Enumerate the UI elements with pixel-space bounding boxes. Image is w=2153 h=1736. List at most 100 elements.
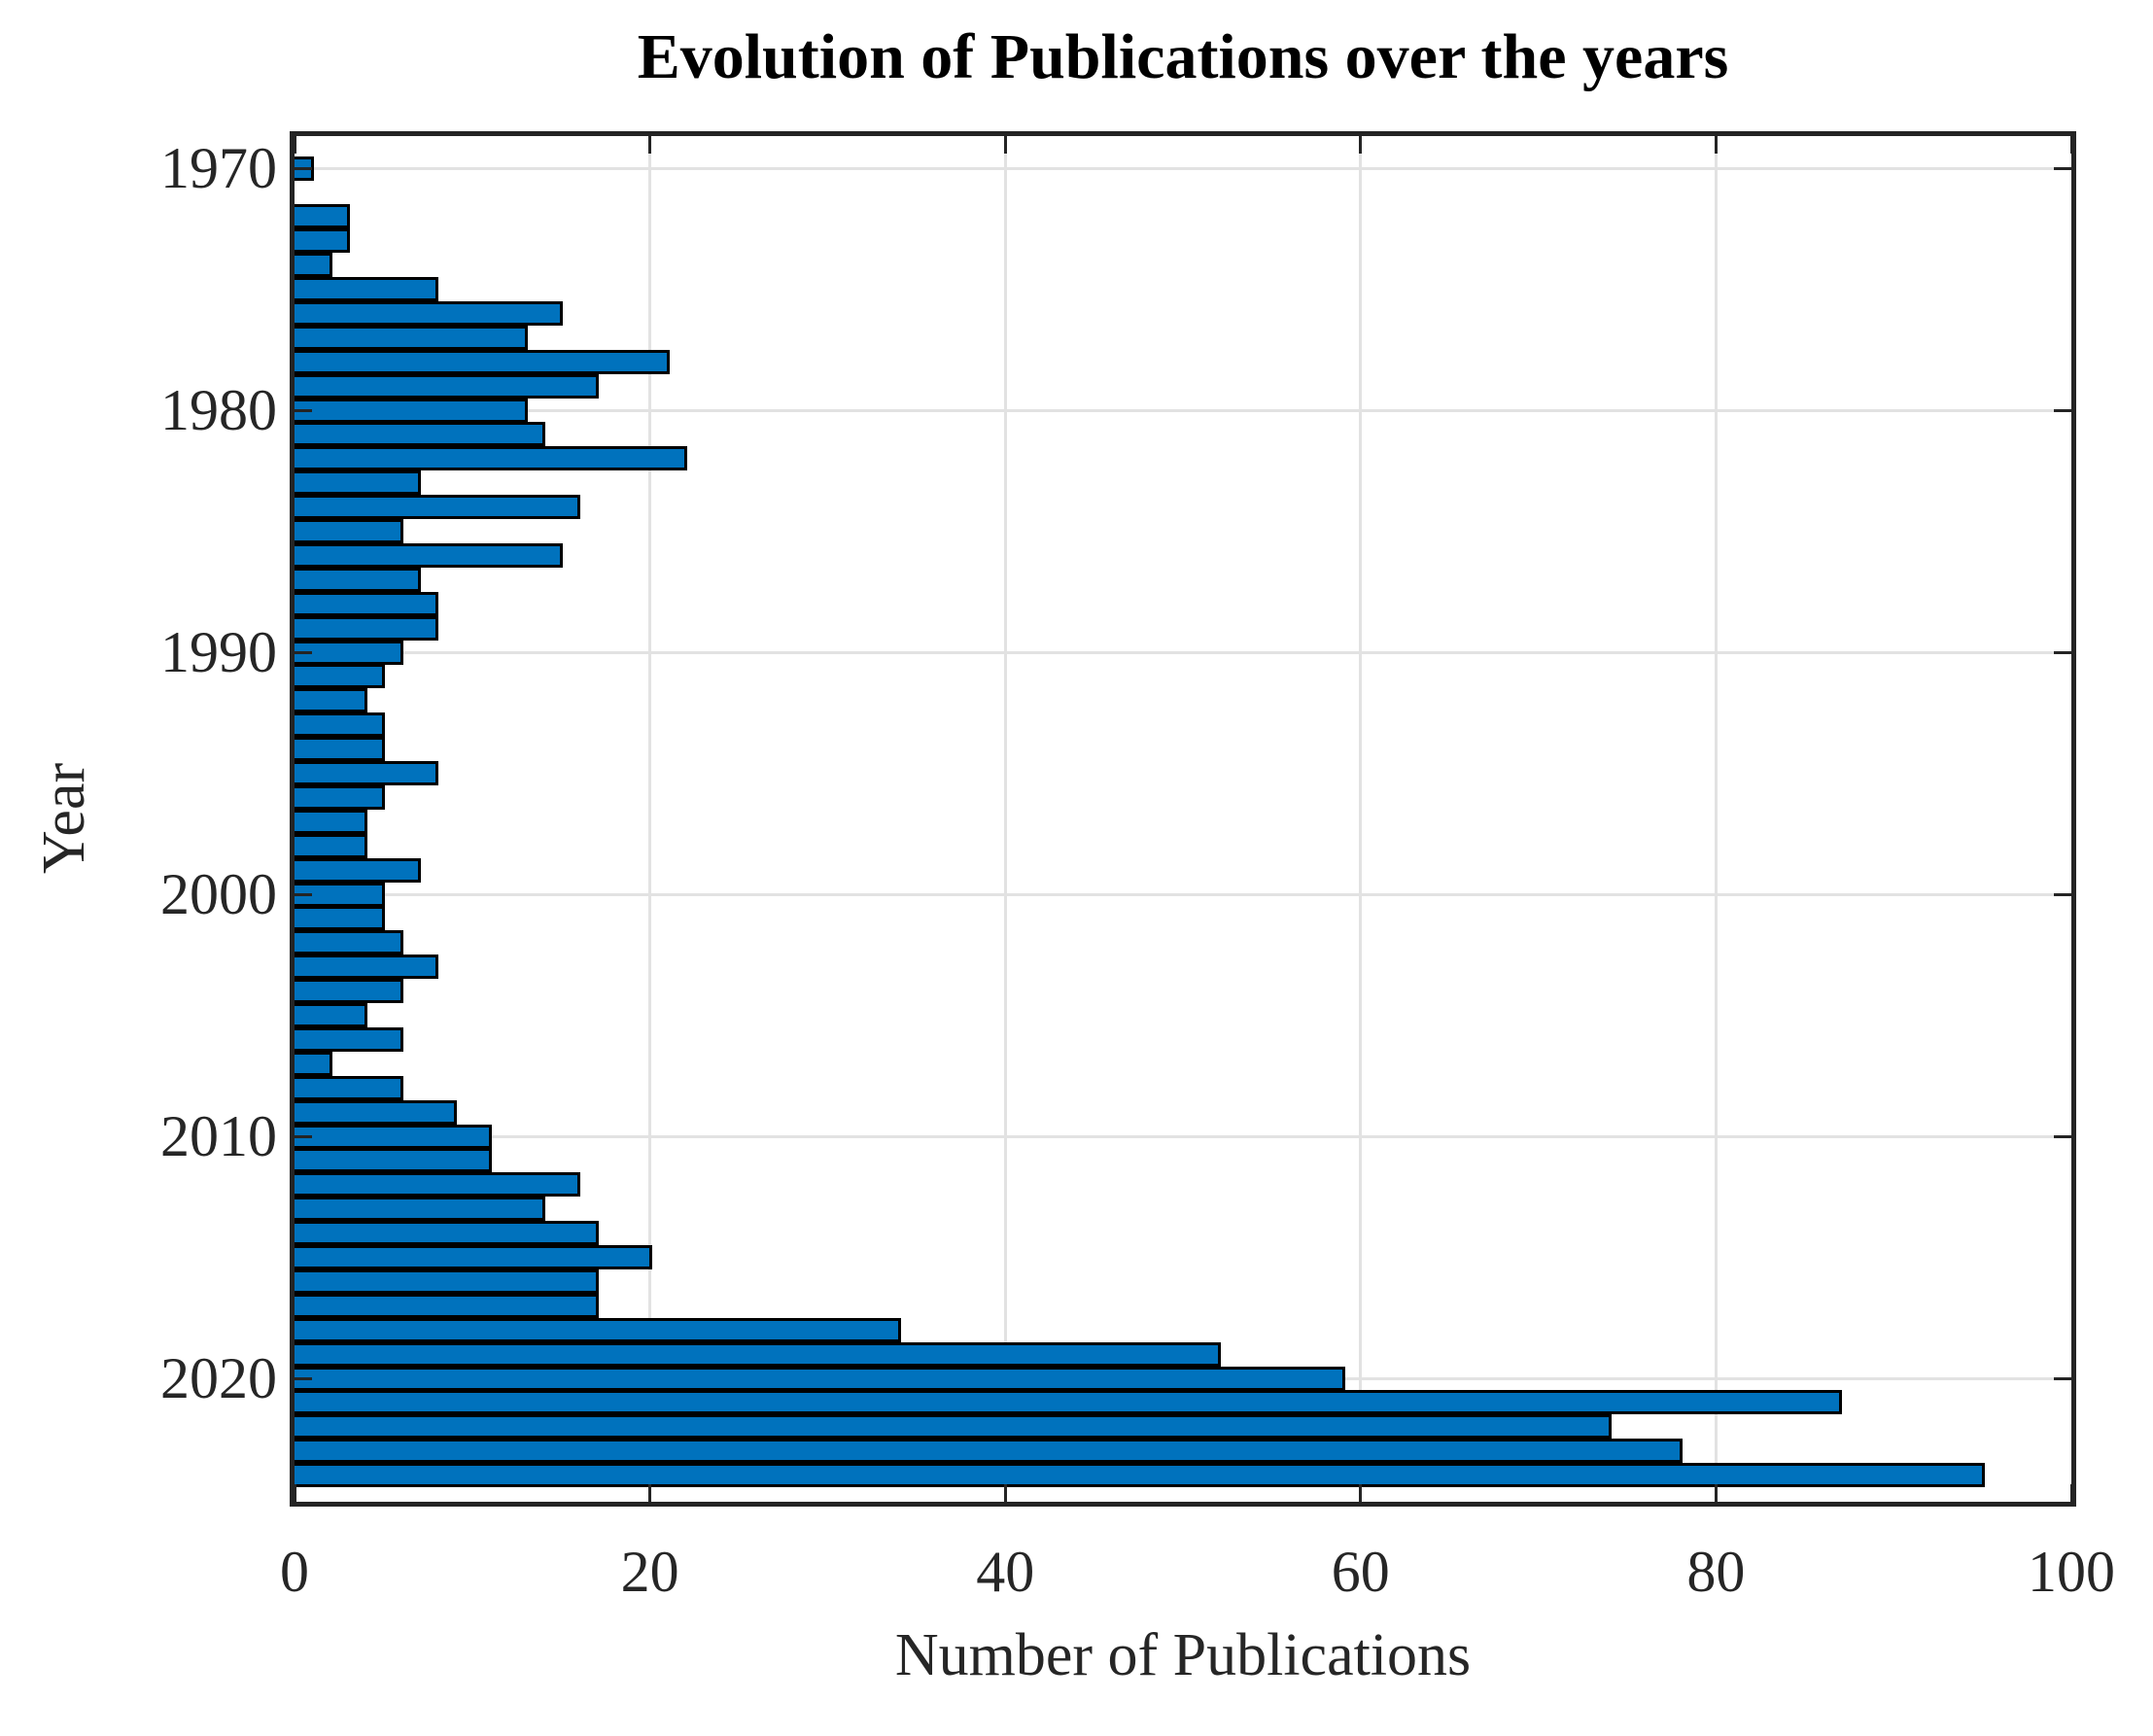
bar-2006: [295, 1026, 403, 1052]
y-tick-right-1980: [2054, 408, 2071, 412]
tick-layer: [293, 136, 2073, 1502]
chart-title: Evolution of Publications over the years: [637, 21, 1729, 92]
bar-2010: [295, 1124, 493, 1149]
x-axis-label: Number of Publications: [894, 1622, 1472, 1688]
bar-1983: [295, 470, 421, 496]
bar-2012: [295, 1172, 581, 1198]
bar-1988: [295, 591, 439, 616]
gridline-x-60: [1359, 136, 1363, 1502]
x-tick-top-80: [1714, 136, 1718, 154]
bar-1982: [295, 446, 688, 471]
gridline-y-1970: [295, 166, 2071, 170]
y-tick-label-2010: 2010: [160, 1104, 277, 1168]
bar-2020: [295, 1366, 1345, 1391]
bar-2003: [295, 955, 439, 980]
bar-1989: [295, 615, 439, 641]
bar-2021: [295, 1390, 1843, 1415]
bar-1987: [295, 567, 421, 592]
bar-2015: [295, 1245, 652, 1269]
bar-1976: [295, 300, 564, 326]
x-tick-label-80: 80: [1686, 1540, 1746, 1604]
bar-1980: [295, 398, 528, 423]
bar-2008: [295, 1075, 403, 1100]
bar-2019: [295, 1341, 1221, 1367]
bar-layer: [295, 136, 2071, 1502]
bar-1975: [295, 277, 439, 301]
y-tick-right-2000: [2054, 892, 2071, 896]
x-tick-bottom-80: [1714, 1484, 1718, 1502]
x-tick-bottom-0: [293, 1484, 296, 1502]
y-tick-right-2010: [2054, 1134, 2071, 1138]
x-tick-bottom-20: [648, 1484, 652, 1502]
gridline-y-1990: [295, 650, 2071, 654]
bar-2022: [295, 1414, 1612, 1440]
bar-1977: [295, 325, 528, 350]
gridline-y-2010: [295, 1134, 2071, 1138]
bar-2024: [295, 1463, 1985, 1488]
y-tick-right-1970: [2054, 166, 2071, 170]
bar-1998: [295, 833, 368, 858]
y-tick-label-2020: 2020: [160, 1346, 277, 1410]
bar-2007: [295, 1051, 332, 1076]
y-tick-right-2020: [2054, 1376, 2071, 1380]
x-tick-top-20: [648, 136, 652, 154]
bar-2004: [295, 979, 403, 1004]
bar-1995: [295, 761, 439, 785]
x-tick-top-60: [1359, 136, 1363, 154]
y-tick-right-1990: [2054, 650, 2071, 654]
bar-2023: [295, 1439, 1683, 1464]
x-tick-label-0: 0: [280, 1540, 309, 1604]
bar-2013: [295, 1197, 545, 1222]
bar-2018: [295, 1317, 901, 1342]
gridline-y-2000: [295, 892, 2071, 896]
bar-1985: [295, 519, 403, 543]
gridline-y-1980: [295, 408, 2071, 412]
bar-1974: [295, 253, 332, 278]
y-tick-label-1980: 1980: [160, 378, 277, 442]
bar-2009: [295, 1099, 457, 1125]
bar-2002: [295, 930, 403, 955]
gridline-x-40: [1003, 136, 1007, 1502]
y-tick-left-2010: [295, 1134, 312, 1138]
y-tick-left-2020: [295, 1376, 312, 1380]
bar-1999: [295, 857, 421, 883]
bar-2016: [295, 1268, 599, 1294]
x-tick-label-20: 20: [620, 1540, 679, 1604]
x-tick-label-40: 40: [976, 1540, 1035, 1604]
bar-1978: [295, 349, 670, 374]
y-tick-label-2000: 2000: [160, 862, 277, 926]
x-tick-top-100: [2069, 136, 2073, 154]
bar-2014: [295, 1221, 599, 1246]
y-tick-label-1970: 1970: [160, 136, 277, 200]
x-tick-bottom-100: [2069, 1484, 2073, 1502]
bar-2001: [295, 906, 386, 931]
bar-1996: [295, 784, 386, 810]
bar-1991: [295, 664, 386, 689]
gridline-x-20: [648, 136, 652, 1502]
bar-1994: [295, 737, 386, 762]
bar-2005: [295, 1003, 368, 1027]
x-tick-label-100: 100: [2028, 1540, 2115, 1604]
x-tick-bottom-40: [1003, 1484, 1007, 1502]
x-tick-bottom-60: [1359, 1484, 1363, 1502]
bar-1997: [295, 809, 368, 834]
bar-1990: [295, 640, 403, 665]
y-tick-left-1970: [295, 166, 312, 170]
plot-area: [290, 131, 2076, 1507]
y-tick-left-2000: [295, 892, 312, 896]
gridline-x-80: [1714, 136, 1718, 1502]
y-axis-label: Year: [31, 762, 97, 875]
y-tick-left-1990: [295, 650, 312, 654]
x-tick-top-40: [1003, 136, 1007, 154]
x-tick-top-0: [293, 136, 296, 154]
bar-1984: [295, 495, 581, 520]
bar-1992: [295, 688, 368, 713]
y-tick-left-1980: [295, 408, 312, 412]
bar-1986: [295, 542, 564, 568]
bar-1979: [295, 373, 599, 399]
y-tick-label-1990: 1990: [160, 620, 277, 684]
bar-1972: [295, 204, 350, 229]
bar-2017: [295, 1293, 599, 1318]
x-tick-label-60: 60: [1331, 1540, 1390, 1604]
